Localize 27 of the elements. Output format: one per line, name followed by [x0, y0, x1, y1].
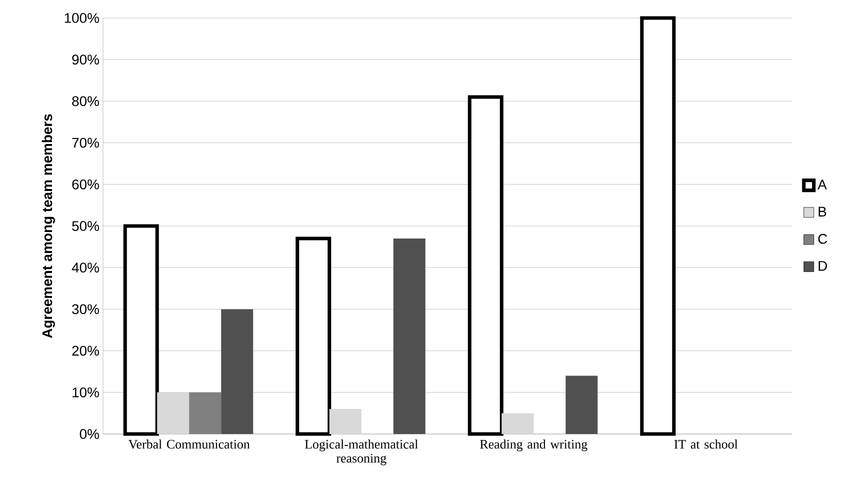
y-tick-label: 50% — [72, 221, 99, 231]
bar — [502, 413, 534, 434]
y-tick-label: 70% — [72, 138, 99, 148]
bar — [393, 238, 426, 434]
legend-label: C — [818, 234, 828, 244]
x-tick-label: IT at school — [674, 440, 738, 449]
y-tick-label: 10% — [72, 387, 99, 398]
y-tick-label: 0% — [80, 429, 99, 439]
legend-label: B — [818, 206, 826, 216]
bar — [157, 392, 190, 434]
x-tick-label: Verbal Communication — [128, 440, 250, 449]
bar — [566, 376, 598, 434]
y-tick-label: 80% — [72, 96, 99, 106]
y-axis-title: Agreement among team members — [42, 114, 55, 338]
x-tick-label: Reading and writing — [480, 440, 588, 452]
y-tick-label: 90% — [72, 54, 99, 65]
y-tick-label: 30% — [72, 304, 99, 314]
y-tick-label: 100% — [64, 13, 99, 23]
x-tick-label: Logical-mathematical reasoning — [304, 440, 418, 466]
y-tick-label: 20% — [72, 346, 99, 356]
bar — [329, 409, 362, 434]
bar — [221, 309, 254, 434]
y-tick-label: 60% — [72, 179, 99, 190]
bar — [189, 392, 222, 434]
legend-label: D — [818, 261, 827, 271]
y-tick-label: 40% — [72, 262, 99, 273]
legend-label: A — [818, 180, 827, 190]
